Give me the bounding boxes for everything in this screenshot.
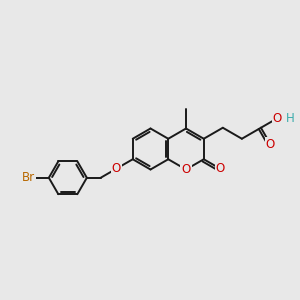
Text: O: O bbox=[216, 162, 225, 175]
Text: O: O bbox=[273, 112, 282, 125]
Text: H: H bbox=[286, 112, 295, 125]
Text: Br: Br bbox=[22, 171, 35, 184]
Text: O: O bbox=[182, 163, 190, 176]
Text: O: O bbox=[112, 162, 121, 175]
Text: O: O bbox=[266, 138, 275, 151]
